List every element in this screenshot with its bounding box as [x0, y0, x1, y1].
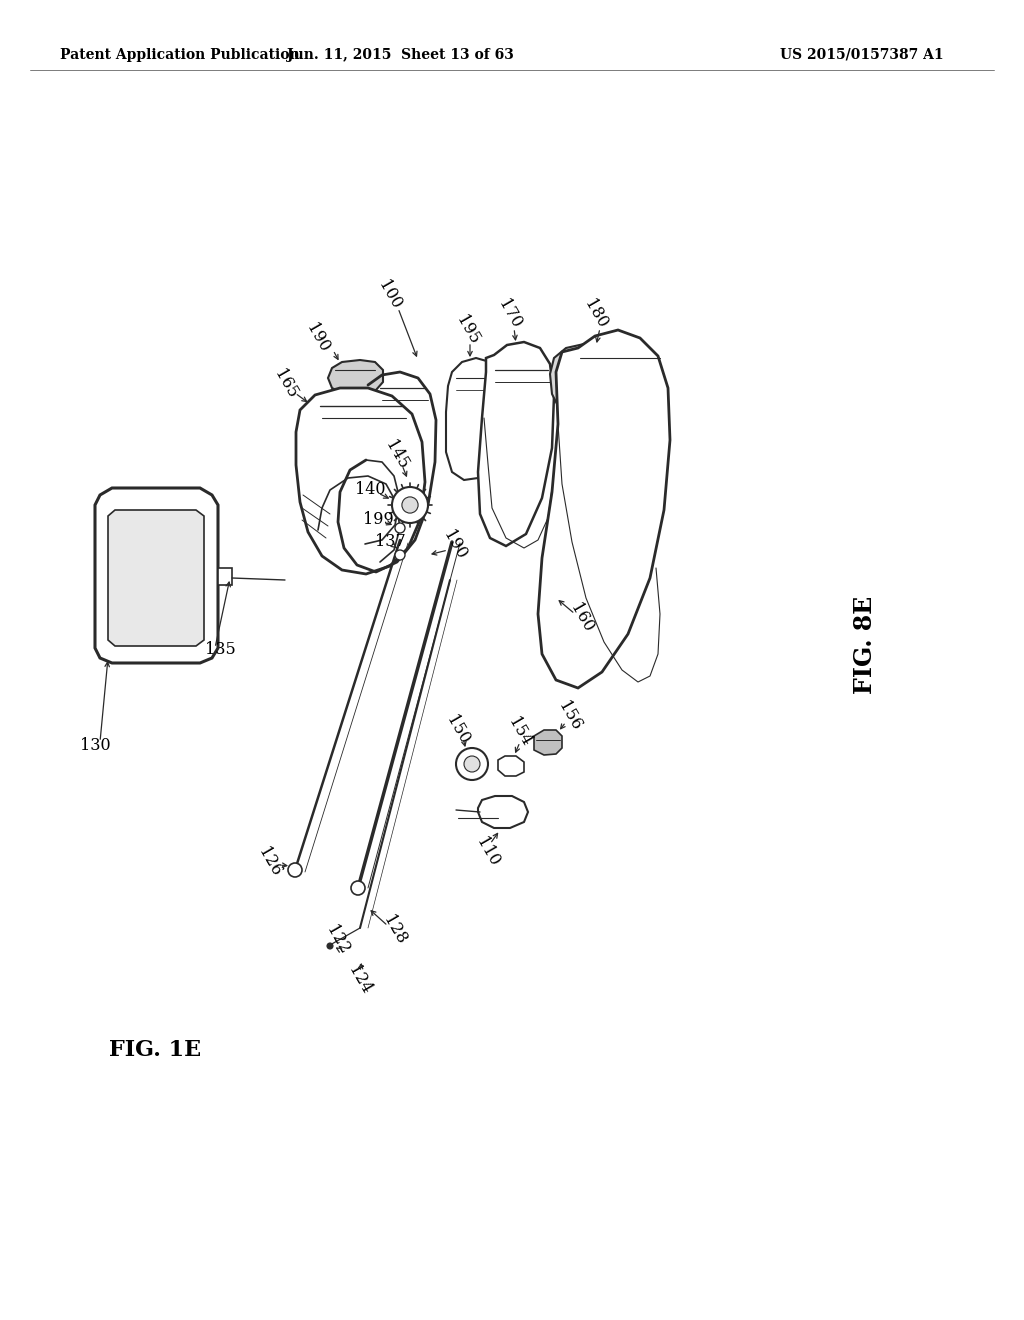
Text: 135: 135 [205, 642, 236, 659]
Text: US 2015/0157387 A1: US 2015/0157387 A1 [780, 48, 944, 62]
Circle shape [395, 550, 406, 560]
Circle shape [392, 487, 428, 523]
Circle shape [401, 496, 418, 513]
Text: 100: 100 [375, 277, 404, 313]
Text: 190: 190 [440, 528, 470, 562]
Text: 165: 165 [271, 367, 301, 401]
Circle shape [288, 863, 302, 876]
Text: 110: 110 [473, 834, 503, 870]
Polygon shape [498, 756, 524, 776]
Text: Patent Application Publication: Patent Application Publication [60, 48, 300, 62]
Circle shape [351, 880, 365, 895]
Text: 150: 150 [443, 713, 473, 747]
Text: 122: 122 [323, 923, 353, 957]
Text: 154: 154 [505, 714, 535, 750]
Polygon shape [218, 568, 232, 585]
Circle shape [395, 523, 406, 533]
Text: 180: 180 [581, 297, 611, 331]
Polygon shape [550, 345, 612, 418]
Text: 156: 156 [555, 698, 585, 734]
Text: 137: 137 [375, 533, 406, 550]
Text: FIG. 8E: FIG. 8E [853, 595, 877, 694]
Text: 145: 145 [382, 437, 412, 473]
Polygon shape [478, 342, 554, 546]
Circle shape [327, 942, 333, 949]
Polygon shape [328, 360, 383, 393]
Text: 140: 140 [354, 482, 385, 499]
Text: 199: 199 [362, 511, 393, 528]
Text: 124: 124 [345, 962, 375, 998]
Text: 130: 130 [80, 737, 111, 754]
Text: FIG. 1E: FIG. 1E [109, 1039, 201, 1061]
Text: 170: 170 [495, 297, 525, 331]
Text: 190: 190 [303, 321, 333, 355]
Polygon shape [534, 730, 562, 755]
Text: 126: 126 [255, 845, 285, 879]
Text: 128: 128 [380, 912, 410, 948]
Text: 160: 160 [567, 601, 597, 635]
Polygon shape [446, 358, 500, 480]
Circle shape [464, 756, 480, 772]
Polygon shape [538, 330, 670, 688]
Circle shape [456, 748, 488, 780]
Polygon shape [108, 510, 204, 645]
Text: Jun. 11, 2015  Sheet 13 of 63: Jun. 11, 2015 Sheet 13 of 63 [287, 48, 513, 62]
Text: 195: 195 [453, 313, 483, 347]
Polygon shape [296, 388, 425, 574]
Polygon shape [478, 796, 528, 828]
Polygon shape [95, 488, 218, 663]
